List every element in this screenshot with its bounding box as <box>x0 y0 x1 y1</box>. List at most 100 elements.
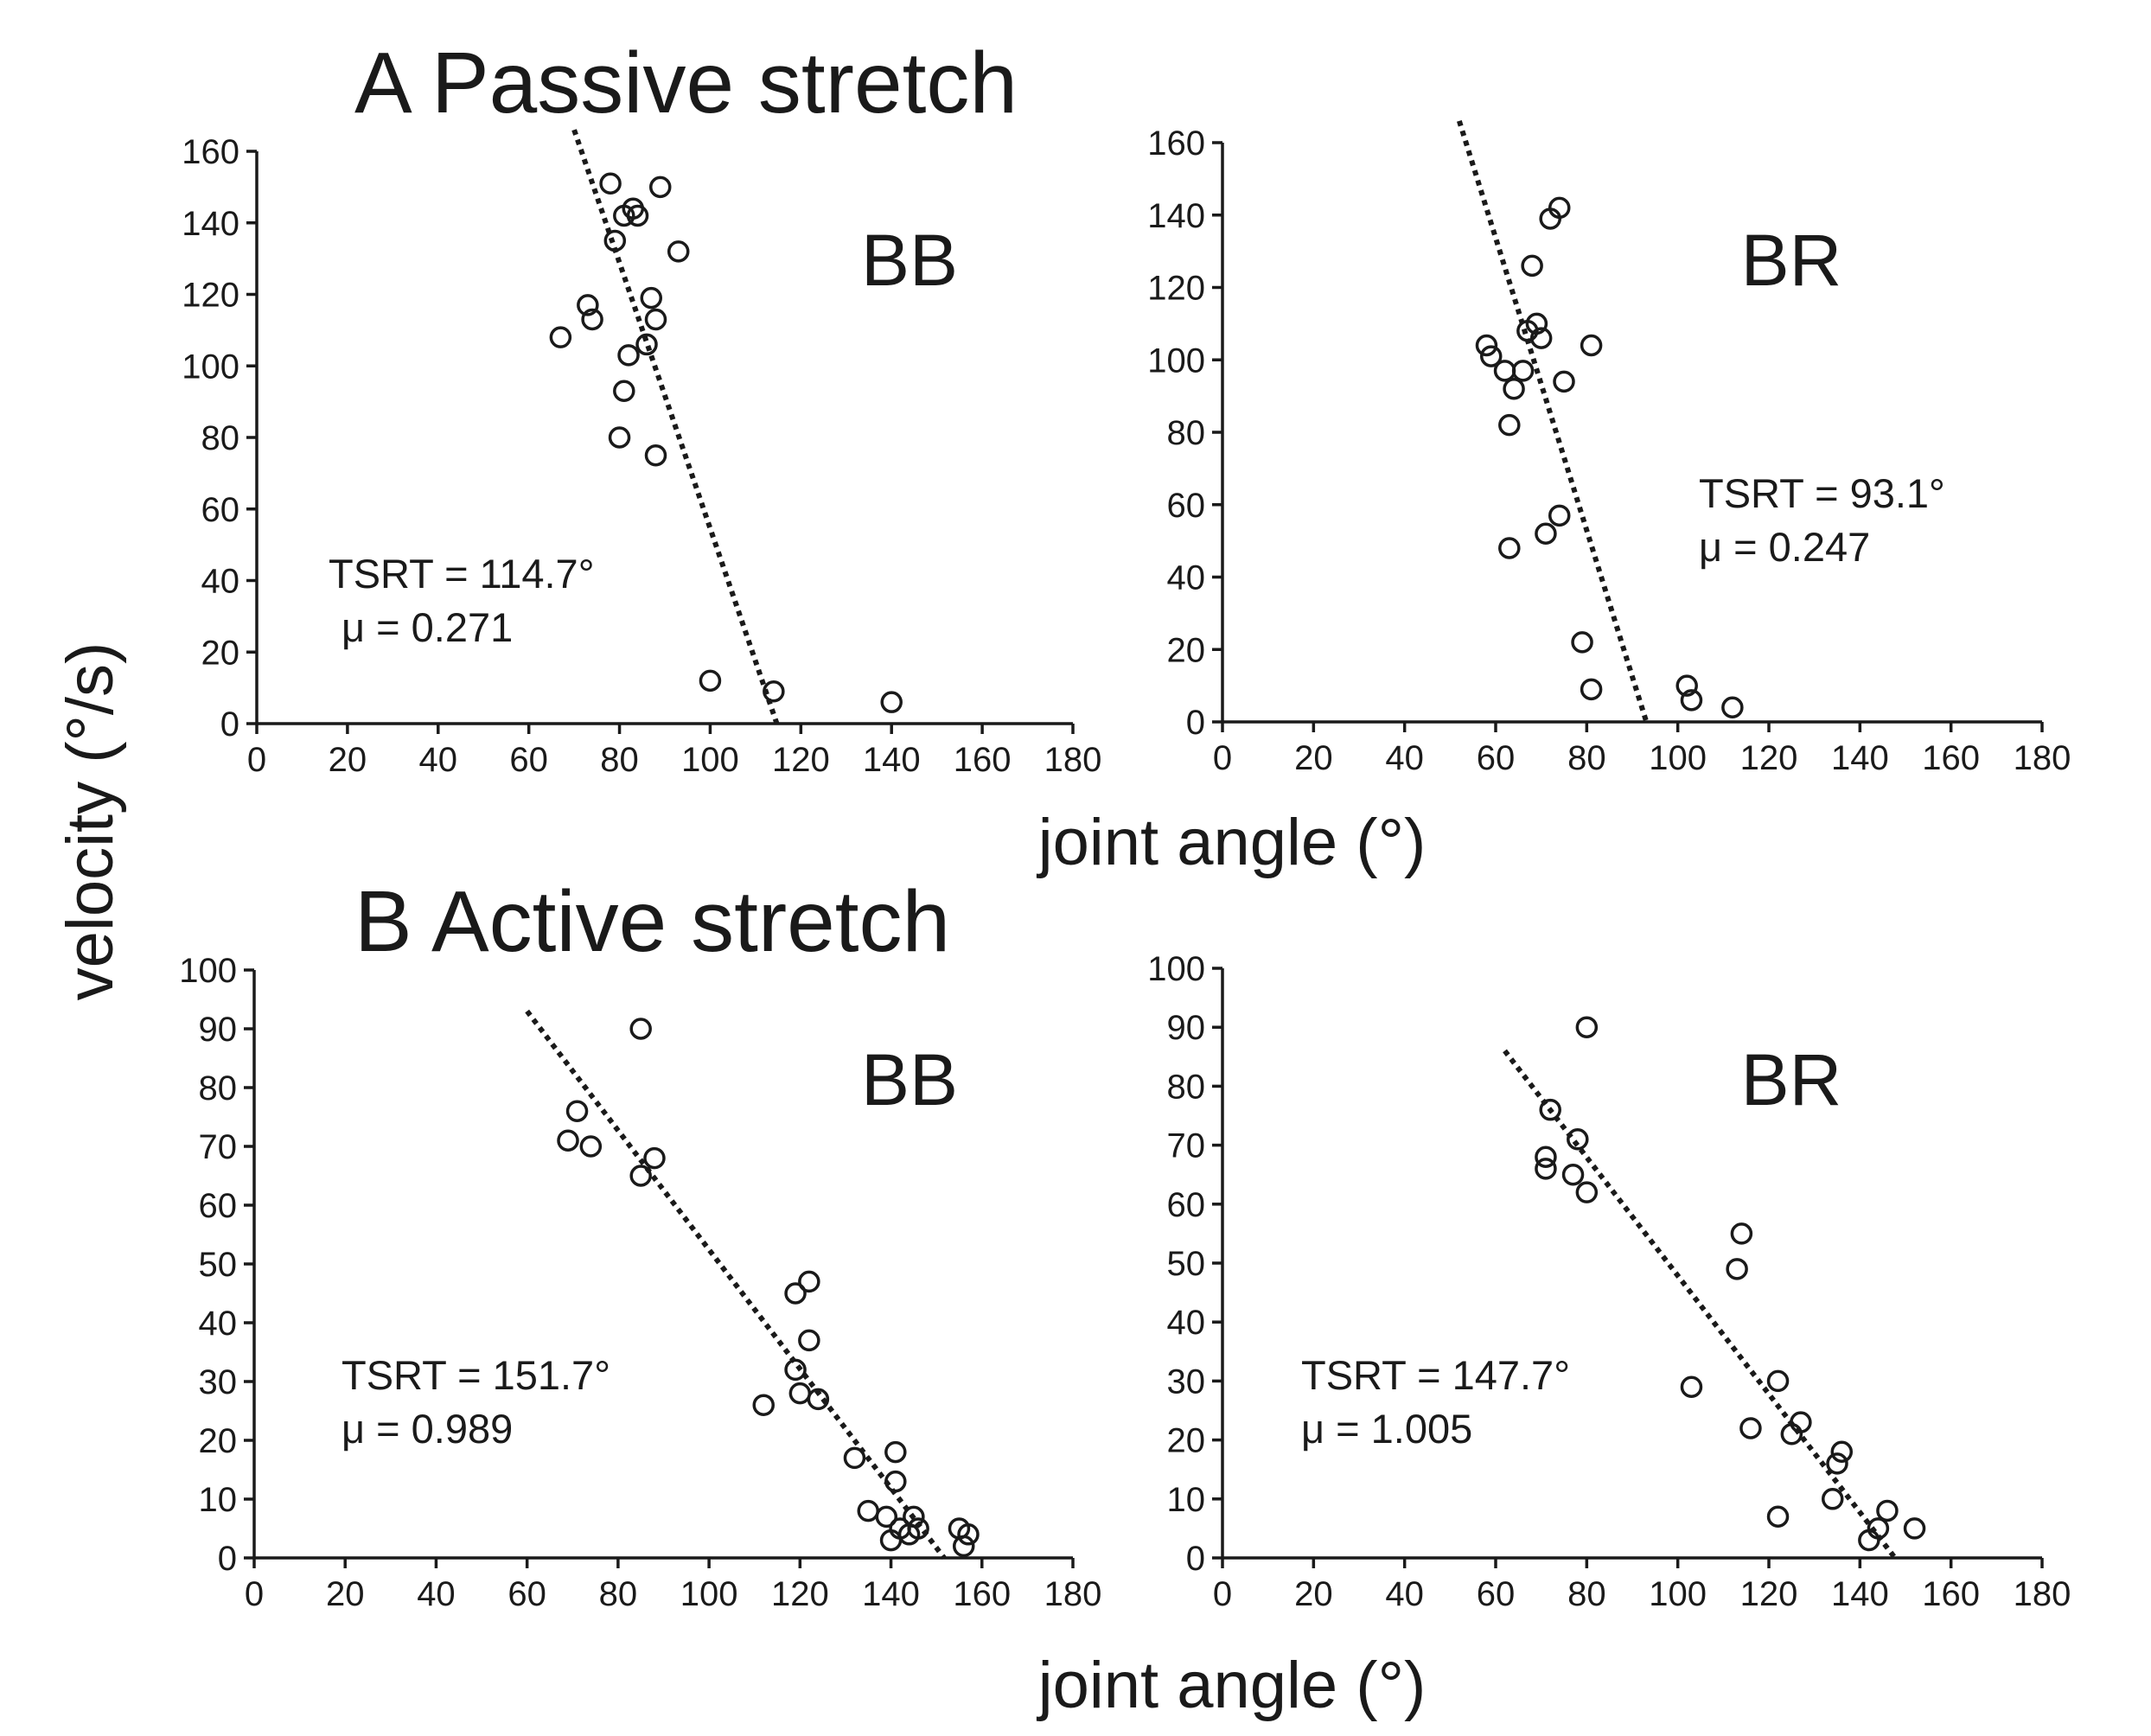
data-point <box>1766 1505 1790 1529</box>
data-point <box>784 1358 807 1382</box>
data-point <box>1479 345 1503 367</box>
data-point <box>1821 1488 1844 1510</box>
x-tick-label: 60 <box>1477 739 1516 777</box>
data-point <box>884 1470 907 1493</box>
regression-line <box>571 129 780 724</box>
data-point <box>1529 327 1553 349</box>
x-tick-label: 80 <box>600 741 639 779</box>
data-point <box>649 176 672 199</box>
data-point <box>626 204 649 227</box>
data-point <box>1730 1222 1753 1245</box>
data-point <box>1580 678 1603 701</box>
data-point <box>565 1100 589 1122</box>
x-tick-label: 120 <box>1740 739 1798 777</box>
y-tick-label: 120 <box>1147 270 1205 308</box>
data-point <box>629 1018 652 1040</box>
regression-line <box>1503 1049 1898 1560</box>
x-tick-label: 20 <box>329 741 367 779</box>
data-point <box>1580 334 1603 357</box>
y-tick-label: 60 <box>1167 487 1206 525</box>
y-axis-title: velocity (°/s) <box>54 642 127 1001</box>
data-point <box>1493 360 1516 382</box>
y-tick-label: 50 <box>1167 1245 1206 1283</box>
data-point <box>667 240 690 263</box>
data-point <box>549 326 572 348</box>
y-tick-label: 20 <box>201 634 240 672</box>
data-point <box>579 1135 603 1158</box>
mu-annotation: μ = 0.247 <box>1699 524 1870 570</box>
data-point <box>608 426 631 449</box>
x-tick-label: 120 <box>1740 1575 1798 1613</box>
data-point <box>1575 1016 1599 1038</box>
y-tick-label: 60 <box>201 491 240 529</box>
x-tick-label: 0 <box>1213 1575 1232 1613</box>
y-tick-label: 20 <box>1167 631 1206 669</box>
data-point <box>557 1129 579 1152</box>
x-tick-label: 160 <box>1922 739 1980 777</box>
data-point <box>1903 1517 1926 1540</box>
x-tick-label: 0 <box>1213 739 1232 777</box>
data-point <box>880 691 903 713</box>
data-point <box>617 344 640 367</box>
x-tick-label: 160 <box>1922 1575 1980 1613</box>
data-point <box>1561 1163 1585 1186</box>
data-point <box>644 444 667 467</box>
y-tick-label: 100 <box>1147 950 1205 988</box>
y-tick-label: 100 <box>179 952 237 990</box>
y-tick-label: 40 <box>201 563 240 601</box>
muscle-label: BB <box>861 220 958 301</box>
y-tick-label: 30 <box>1167 1363 1206 1401</box>
chart-passive-bb: 0 20 40 60 80 100 120 140 160 180 0 20 40 60 80 100 120 1… <box>182 129 1101 779</box>
y-tick-label: 160 <box>182 133 239 171</box>
data-point <box>857 1499 879 1522</box>
x-tick-label: 80 <box>1567 739 1606 777</box>
data-point <box>763 680 785 703</box>
x-tick-label: 180 <box>2014 1575 2071 1613</box>
x-tick-label: 120 <box>772 741 830 779</box>
x-tick-label: 40 <box>1385 739 1424 777</box>
x-tick-label: 180 <box>1044 1575 1102 1613</box>
mu-annotation: μ = 0.989 <box>341 1406 513 1452</box>
data-point <box>644 308 667 331</box>
data-point <box>1567 1128 1589 1151</box>
data-point <box>1780 1423 1803 1446</box>
data-point <box>1503 378 1525 400</box>
x-tick-label: 100 <box>1649 739 1707 777</box>
tsrt-annotation: TSRT = 114.7° <box>329 551 595 597</box>
data-point <box>1539 207 1561 230</box>
data-point <box>1571 631 1593 654</box>
regression-line <box>1457 119 1650 723</box>
data-point <box>784 1282 807 1305</box>
data-point <box>752 1394 775 1416</box>
data-point <box>875 1505 898 1529</box>
data-point <box>1535 522 1557 545</box>
data-point <box>907 1517 929 1540</box>
data-point <box>599 172 622 195</box>
data-point <box>699 669 722 692</box>
y-tick-label: 0 <box>218 1540 237 1578</box>
y-tick-label: 10 <box>1167 1481 1206 1519</box>
data-point <box>884 1440 907 1464</box>
data-point <box>807 1388 830 1411</box>
y-tick-label: 80 <box>201 419 240 457</box>
x-tick-label: 140 <box>1831 1575 1889 1613</box>
data-point <box>952 1535 975 1558</box>
x-tick-label: 100 <box>681 741 739 779</box>
y-tick-label: 10 <box>199 1481 238 1519</box>
y-tick-label: 40 <box>1167 1304 1206 1342</box>
y-tick-label: 0 <box>1186 704 1205 742</box>
x-tick-label: 0 <box>247 741 266 779</box>
tsrt-annotation: TSRT = 93.1° <box>1699 470 1945 516</box>
y-tick-label: 60 <box>199 1187 238 1225</box>
y-tick-label: 20 <box>199 1422 238 1460</box>
mu-annotation: μ = 0.271 <box>341 604 513 650</box>
data-point <box>1498 413 1521 437</box>
x-tick-label: 100 <box>1649 1575 1707 1613</box>
data-point <box>1498 537 1521 559</box>
y-tick-label: 70 <box>1167 1127 1206 1165</box>
data-point <box>635 333 658 356</box>
x-tick-label: 80 <box>599 1575 638 1613</box>
data-point <box>1511 360 1535 382</box>
x-tick-label: 20 <box>1294 739 1333 777</box>
